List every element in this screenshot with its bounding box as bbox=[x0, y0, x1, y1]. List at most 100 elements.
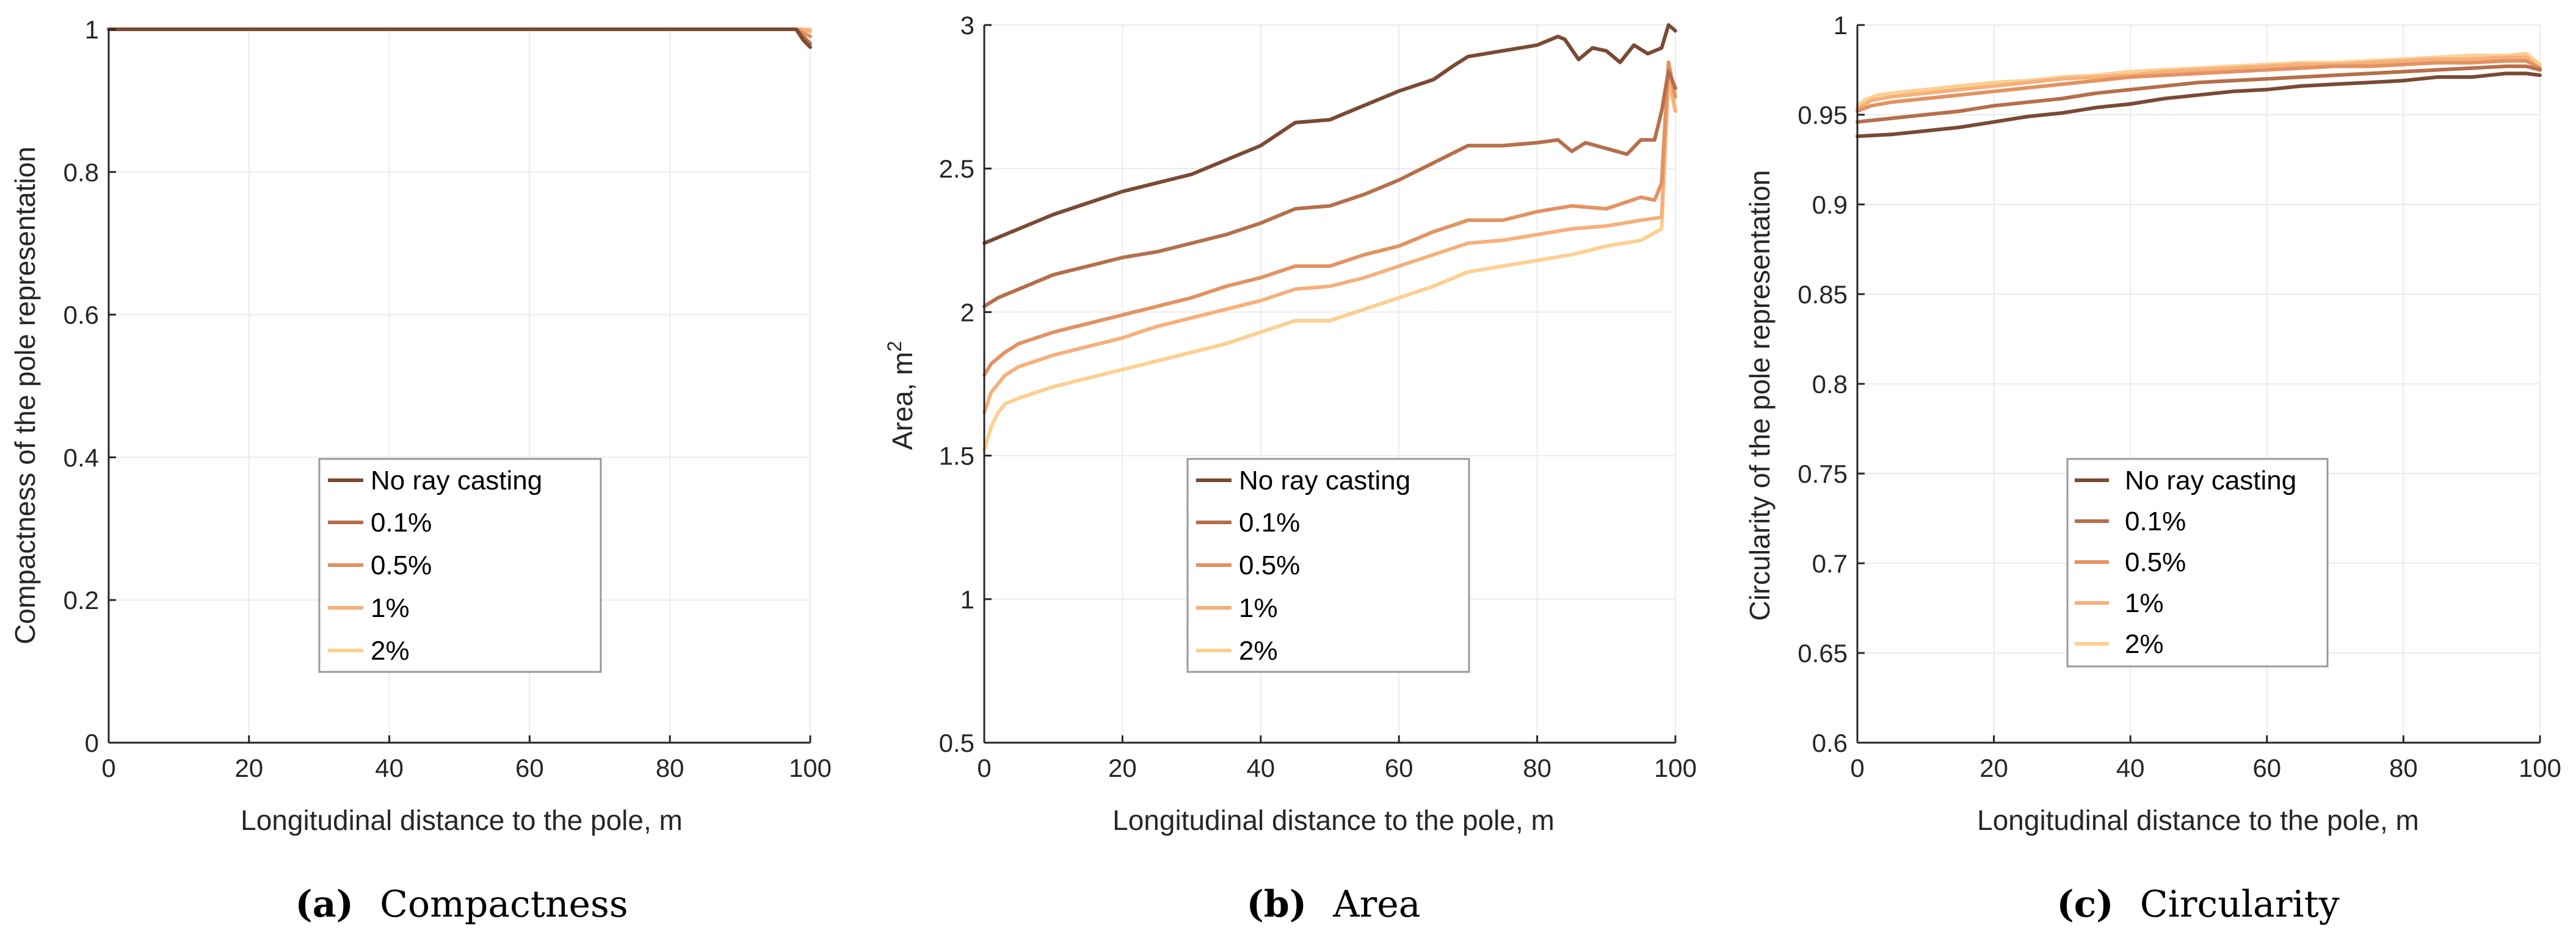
legend-label-0-5-percent: 0.5% bbox=[1239, 550, 1300, 580]
legend-label-0-5-percent: 0.5% bbox=[2125, 547, 2186, 577]
x-tick-label: 20 bbox=[234, 754, 263, 782]
y-axis-label: Circularity of the pole representation bbox=[1744, 170, 1776, 621]
axes bbox=[107, 28, 811, 744]
legend-label-2-percent: 2% bbox=[2125, 629, 2164, 659]
y-tick-label: 0.65 bbox=[1798, 639, 1848, 668]
x-tick-label: 60 bbox=[2252, 754, 2281, 782]
y-tick-label: 0.7 bbox=[1812, 549, 1848, 578]
panel-area: 0 20 40 60 80 100 0.5 1 1.5 2 2.5 3 Longitudinal di… bbox=[883, 11, 1697, 926]
x-tick-label: 100 bbox=[789, 754, 832, 782]
legend-label-1-percent: 1% bbox=[371, 593, 410, 623]
panel-circularity: 0 20 40 60 80 100 0.6 0.65 0.7 0.75 0.8 0.85 0.9 0.95… bbox=[1744, 11, 2561, 926]
caption-letter: (c) bbox=[2056, 883, 2113, 926]
series-line-0-1-percent bbox=[982, 69, 1677, 308]
y-tick-label: 3 bbox=[960, 11, 974, 40]
legend-box bbox=[318, 458, 602, 673]
legend: No ray casting 0.1% 0.5% 1% 2% bbox=[2066, 458, 2329, 668]
y-tick-label: 0.85 bbox=[1798, 280, 1848, 309]
x-tick-label: 80 bbox=[656, 754, 684, 782]
series-line-no-ray-casting bbox=[982, 23, 1677, 245]
data-series bbox=[107, 27, 812, 49]
y-tick-label: 0.6 bbox=[63, 301, 99, 330]
x-axis-label: Longitudinal distance to the pole, m bbox=[1977, 804, 2419, 836]
y-tick-label: 0.8 bbox=[1812, 370, 1848, 398]
y-axis-label-superscript: 2 bbox=[883, 341, 905, 352]
caption: (a) Compactness bbox=[295, 883, 628, 926]
caption: (b) Area bbox=[1246, 883, 1420, 926]
caption-title: Area bbox=[1332, 883, 1420, 926]
y-axis-label-text: Area, m bbox=[887, 352, 918, 450]
x-tick-label: 0 bbox=[1850, 754, 1864, 782]
tick-labels: 0 20 40 60 80 100 0.6 0.65 0.7 0.75 0.8 0.85 0.9 0.95… bbox=[1798, 11, 2561, 782]
caption-letter: (a) bbox=[295, 883, 354, 926]
caption: (c) Circularity bbox=[2056, 883, 2339, 926]
x-tick-label: 100 bbox=[2519, 754, 2561, 782]
legend-box bbox=[1186, 458, 1470, 673]
legend: No ray casting 0.1% 0.5% 1% 2% bbox=[1186, 458, 1470, 673]
y-tick-label: 0.5 bbox=[939, 729, 974, 757]
legend-box bbox=[2066, 458, 2329, 668]
x-tick-label: 0 bbox=[977, 754, 991, 782]
y-tick-label: 1.5 bbox=[939, 442, 974, 471]
series-line-2-percent bbox=[982, 81, 1677, 452]
x-tick-label: 40 bbox=[1246, 754, 1275, 782]
y-tick-label: 1 bbox=[960, 585, 974, 614]
panel-compactness: 0 20 40 60 80 100 0 0.2 0.4 0.6 0.8 1 Longitudinal … bbox=[9, 15, 832, 926]
legend-label-0-1-percent: 0.1% bbox=[1239, 508, 1300, 538]
axes bbox=[1856, 24, 2541, 744]
legend-label-2-percent: 2% bbox=[371, 636, 410, 666]
series-line-1-percent bbox=[982, 66, 1677, 414]
y-axis-label: Area, m2 bbox=[883, 341, 918, 450]
x-tick-label: 20 bbox=[1979, 754, 2008, 782]
series-line-0-5-percent bbox=[982, 60, 1677, 377]
y-tick-label: 0.95 bbox=[1798, 101, 1848, 129]
y-tick-label: 1 bbox=[85, 15, 99, 44]
x-tick-label: 100 bbox=[1654, 754, 1697, 782]
legend-label-0-5-percent: 0.5% bbox=[371, 550, 432, 580]
caption-letter: (b) bbox=[1246, 883, 1307, 926]
y-tick-label: 2 bbox=[960, 298, 974, 326]
legend-label-no-ray-casting: No ray casting bbox=[2125, 466, 2296, 496]
y-tick-label: 2.5 bbox=[939, 154, 974, 183]
x-tick-label: 20 bbox=[1108, 754, 1137, 782]
y-tick-label: 0.6 bbox=[1812, 729, 1848, 757]
x-tick-label: 60 bbox=[1385, 754, 1413, 782]
series-line-no-ray-casting bbox=[1856, 71, 2542, 139]
x-axis-label: Longitudinal distance to the pole, m bbox=[1112, 804, 1555, 836]
axes bbox=[983, 24, 1677, 744]
legend-label-0-1-percent: 0.1% bbox=[2125, 507, 2186, 536]
y-tick-label: 0.8 bbox=[63, 158, 99, 187]
legend: No ray casting 0.1% 0.5% 1% 2% bbox=[318, 458, 602, 673]
caption-title: Compactness bbox=[380, 883, 628, 926]
tick-labels: 0 20 40 60 80 100 0 0.2 0.4 0.6 0.8 1 bbox=[63, 15, 832, 782]
y-tick-label: 1 bbox=[1834, 11, 1848, 40]
legend-label-1-percent: 1% bbox=[2125, 588, 2164, 618]
y-tick-label: 0 bbox=[85, 729, 99, 757]
x-tick-label: 40 bbox=[2116, 754, 2145, 782]
legend-label-0-1-percent: 0.1% bbox=[371, 508, 432, 538]
x-axis-label: Longitudinal distance to the pole, m bbox=[241, 804, 683, 836]
data-series bbox=[982, 23, 1677, 452]
data-series bbox=[1856, 52, 2542, 139]
legend-label-1-percent: 1% bbox=[1239, 593, 1278, 623]
y-tick-label: 0.2 bbox=[63, 586, 99, 615]
x-tick-label: 0 bbox=[101, 754, 115, 782]
series-line-1-percent bbox=[1856, 55, 2542, 112]
caption-title: Circularity bbox=[2140, 883, 2340, 926]
y-tick-label: 0.9 bbox=[1812, 190, 1848, 219]
y-tick-label: 0.4 bbox=[63, 443, 99, 472]
series-line-0-1-percent bbox=[1856, 64, 2542, 124]
legend-label-no-ray-casting: No ray casting bbox=[371, 466, 542, 496]
y-tick-label: 0.75 bbox=[1798, 460, 1848, 488]
series-line-no-ray-casting bbox=[107, 27, 812, 49]
x-tick-label: 80 bbox=[2389, 754, 2418, 782]
grid-lines bbox=[108, 29, 811, 743]
x-tick-label: 40 bbox=[375, 754, 404, 782]
legend-label-2-percent: 2% bbox=[1239, 636, 1278, 666]
legend-label-no-ray-casting: No ray casting bbox=[1239, 466, 1410, 496]
tick-labels: 0 20 40 60 80 100 0.5 1 1.5 2 2.5 3 bbox=[939, 11, 1697, 782]
y-axis-label: Compactness of the pole representation bbox=[9, 146, 41, 644]
series-line-0-5-percent bbox=[1856, 59, 2542, 114]
x-tick-label: 60 bbox=[515, 754, 544, 782]
